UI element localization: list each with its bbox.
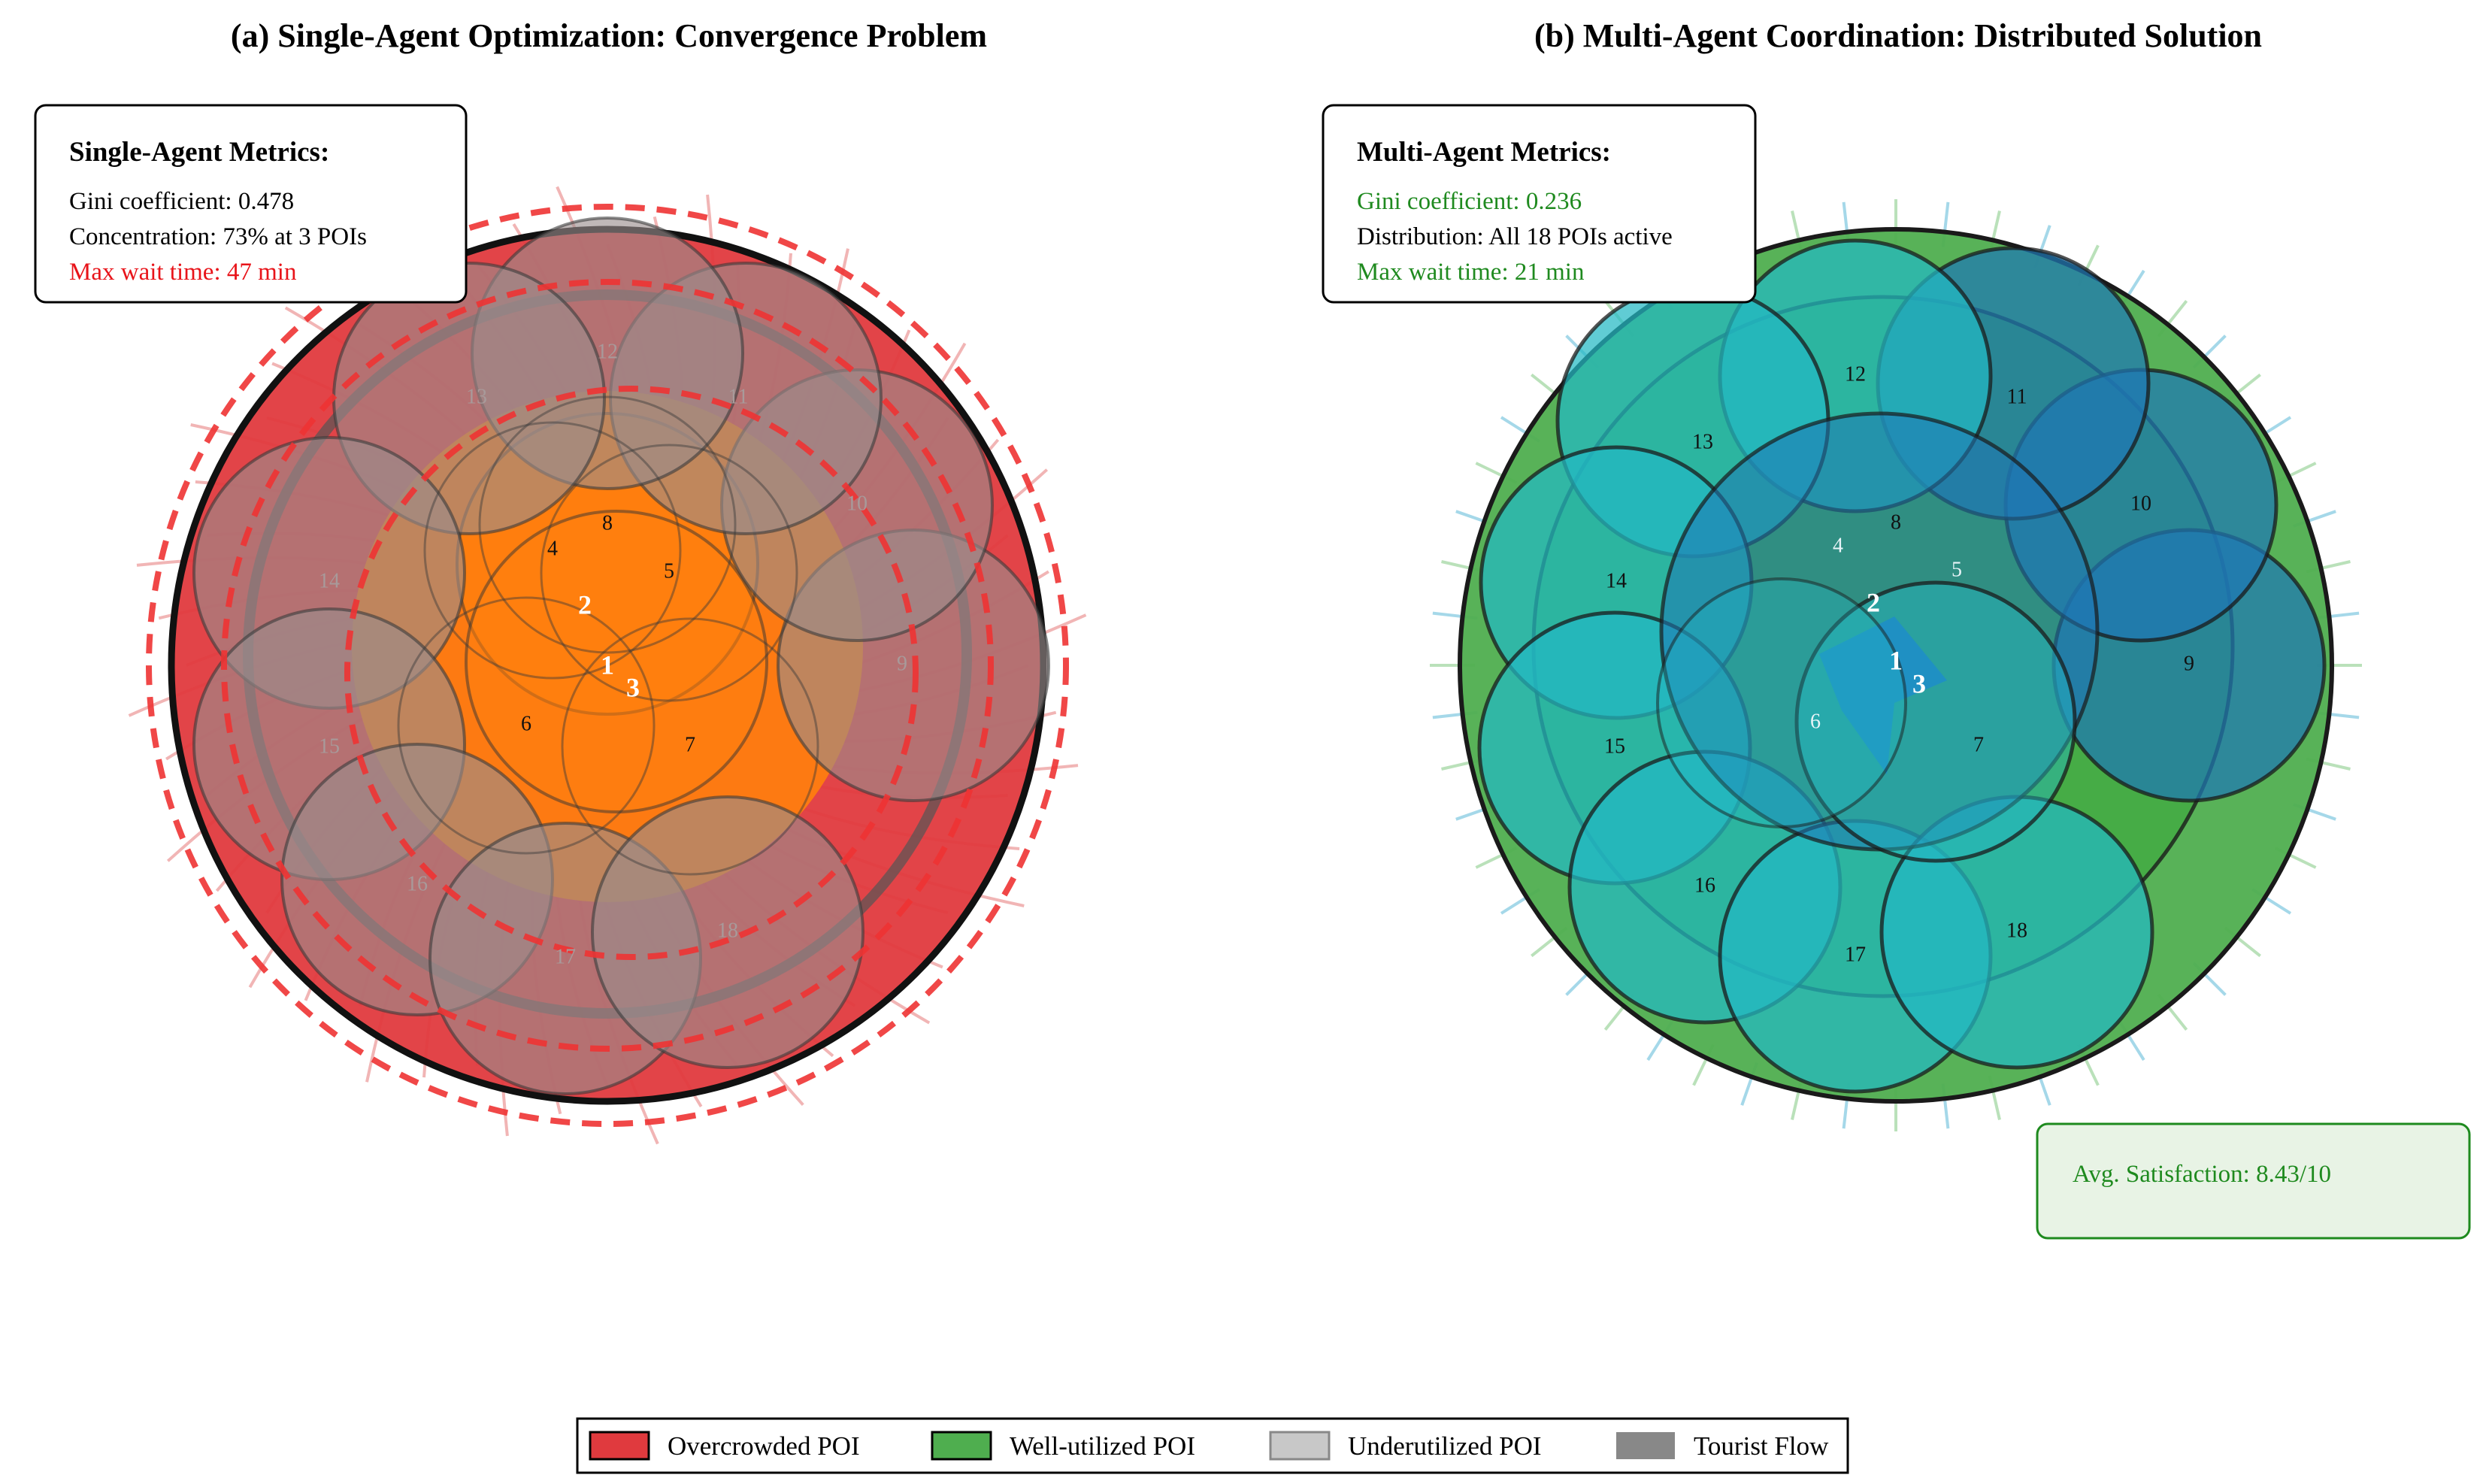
left-dashed-ring-middle <box>221 279 994 1052</box>
left-inner-core-1 <box>465 510 768 813</box>
poi-label-16: 16 <box>407 872 428 895</box>
poi-label-16: 16 <box>1694 874 1715 897</box>
legend-label-underutilized: Underutilized POI <box>1348 1431 1542 1461</box>
poi-label-12: 12 <box>1845 362 1866 386</box>
poi-ring-7 <box>561 617 819 876</box>
poi-label-8: 8 <box>602 511 613 535</box>
poi-label-12: 12 <box>597 340 618 363</box>
poi-ring-6 <box>397 596 656 855</box>
right-inner-poi-6 <box>1656 577 1907 828</box>
multi-agent-metrics-box: Multi-Agent Metrics: Gini coefficient: 0… <box>1322 104 1757 304</box>
poi-label-5: 5 <box>1952 558 1962 581</box>
poi-circle-18 <box>591 795 864 1069</box>
single-metrics-heading: Single-Agent Metrics: <box>69 137 329 168</box>
legend-swatch-well-utilized <box>931 1431 992 1461</box>
poi-label-6: 6 <box>521 712 531 735</box>
single-max-wait: Max wait time: 47 min <box>69 259 296 286</box>
legend: Overcrowded POI Well-utilized POI Underu… <box>576 1417 1849 1474</box>
left-panel-title: (a) Single-Agent Optimization: Convergen… <box>231 17 987 54</box>
poi-ring-8 <box>478 395 737 654</box>
right-core-shape <box>1819 616 1947 774</box>
poi-label-17: 17 <box>555 945 576 968</box>
poi-label-18: 18 <box>717 919 738 942</box>
poi-label-15: 15 <box>319 734 340 758</box>
poi-label-10: 10 <box>846 492 868 515</box>
poi-label-13: 13 <box>1692 430 1713 453</box>
poi-label-3: 3 <box>1912 668 1926 698</box>
poi-label-4: 4 <box>1833 534 1843 557</box>
poi-label-9: 9 <box>897 652 907 675</box>
poi-label-9: 9 <box>2184 652 2194 675</box>
poi-label-3: 3 <box>626 672 640 702</box>
poi-label-17: 17 <box>1845 943 1866 966</box>
poi-label-11: 11 <box>728 385 749 408</box>
poi-label-10: 10 <box>2130 492 2151 515</box>
left-dashed-ring-outer <box>146 204 1069 1127</box>
poi-label-11: 11 <box>2007 385 2027 408</box>
poi-label-15: 15 <box>1604 734 1625 758</box>
poi-label-2: 2 <box>1867 587 1880 617</box>
multi-metrics-heading: Multi-Agent Metrics: <box>1357 137 1611 168</box>
legend-swatch-tourist-flow <box>1616 1432 1675 1459</box>
poi-label-7: 7 <box>685 733 695 756</box>
single-concentration: Concentration: 73% at 3 POIs <box>69 223 367 250</box>
single-agent-metrics-box: Single-Agent Metrics: Gini coefficient: … <box>34 104 468 304</box>
poi-label-14: 14 <box>1606 569 1627 592</box>
legend-swatch-overcrowded <box>589 1431 650 1461</box>
poi-label-7: 7 <box>1973 733 1984 756</box>
poi-label-14: 14 <box>319 569 340 592</box>
legend-label-tourist-flow: Tourist Flow <box>1694 1431 1829 1461</box>
poi-label-2: 2 <box>578 589 592 619</box>
avg-satisfaction: Avg. Satisfaction: 8.43/10 <box>2073 1161 2331 1188</box>
satisfaction-box: Avg. Satisfaction: 8.43/10 <box>2036 1122 2471 1240</box>
poi-label-6: 6 <box>1810 710 1821 733</box>
poi-ring-4 <box>423 421 682 680</box>
right-inner-poi-7 <box>1794 580 2077 863</box>
poi-label-13: 13 <box>466 385 487 408</box>
poi-label-1: 1 <box>601 650 614 680</box>
left-dashed-ring-inner <box>344 386 919 960</box>
legend-swatch-underutilized <box>1269 1431 1331 1461</box>
poi-ring-5 <box>540 444 798 702</box>
right-panel-title: (b) Multi-Agent Coordination: Distribute… <box>1534 17 2262 54</box>
poi-label-8: 8 <box>1891 510 1901 534</box>
multi-distribution: Distribution: All 18 POIs active <box>1357 223 1673 250</box>
poi-label-18: 18 <box>2006 919 2027 942</box>
poi-label-4: 4 <box>547 537 558 560</box>
legend-label-well-utilized: Well-utilized POI <box>1010 1431 1195 1461</box>
legend-label-overcrowded: Overcrowded POI <box>668 1431 860 1461</box>
multi-max-wait: Max wait time: 21 min <box>1357 259 1584 286</box>
poi-label-5: 5 <box>664 559 674 583</box>
poi-label-1: 1 <box>1889 645 1903 675</box>
single-gini: Gini coefficient: 0.478 <box>69 188 294 215</box>
multi-gini: Gini coefficient: 0.236 <box>1357 188 1582 215</box>
